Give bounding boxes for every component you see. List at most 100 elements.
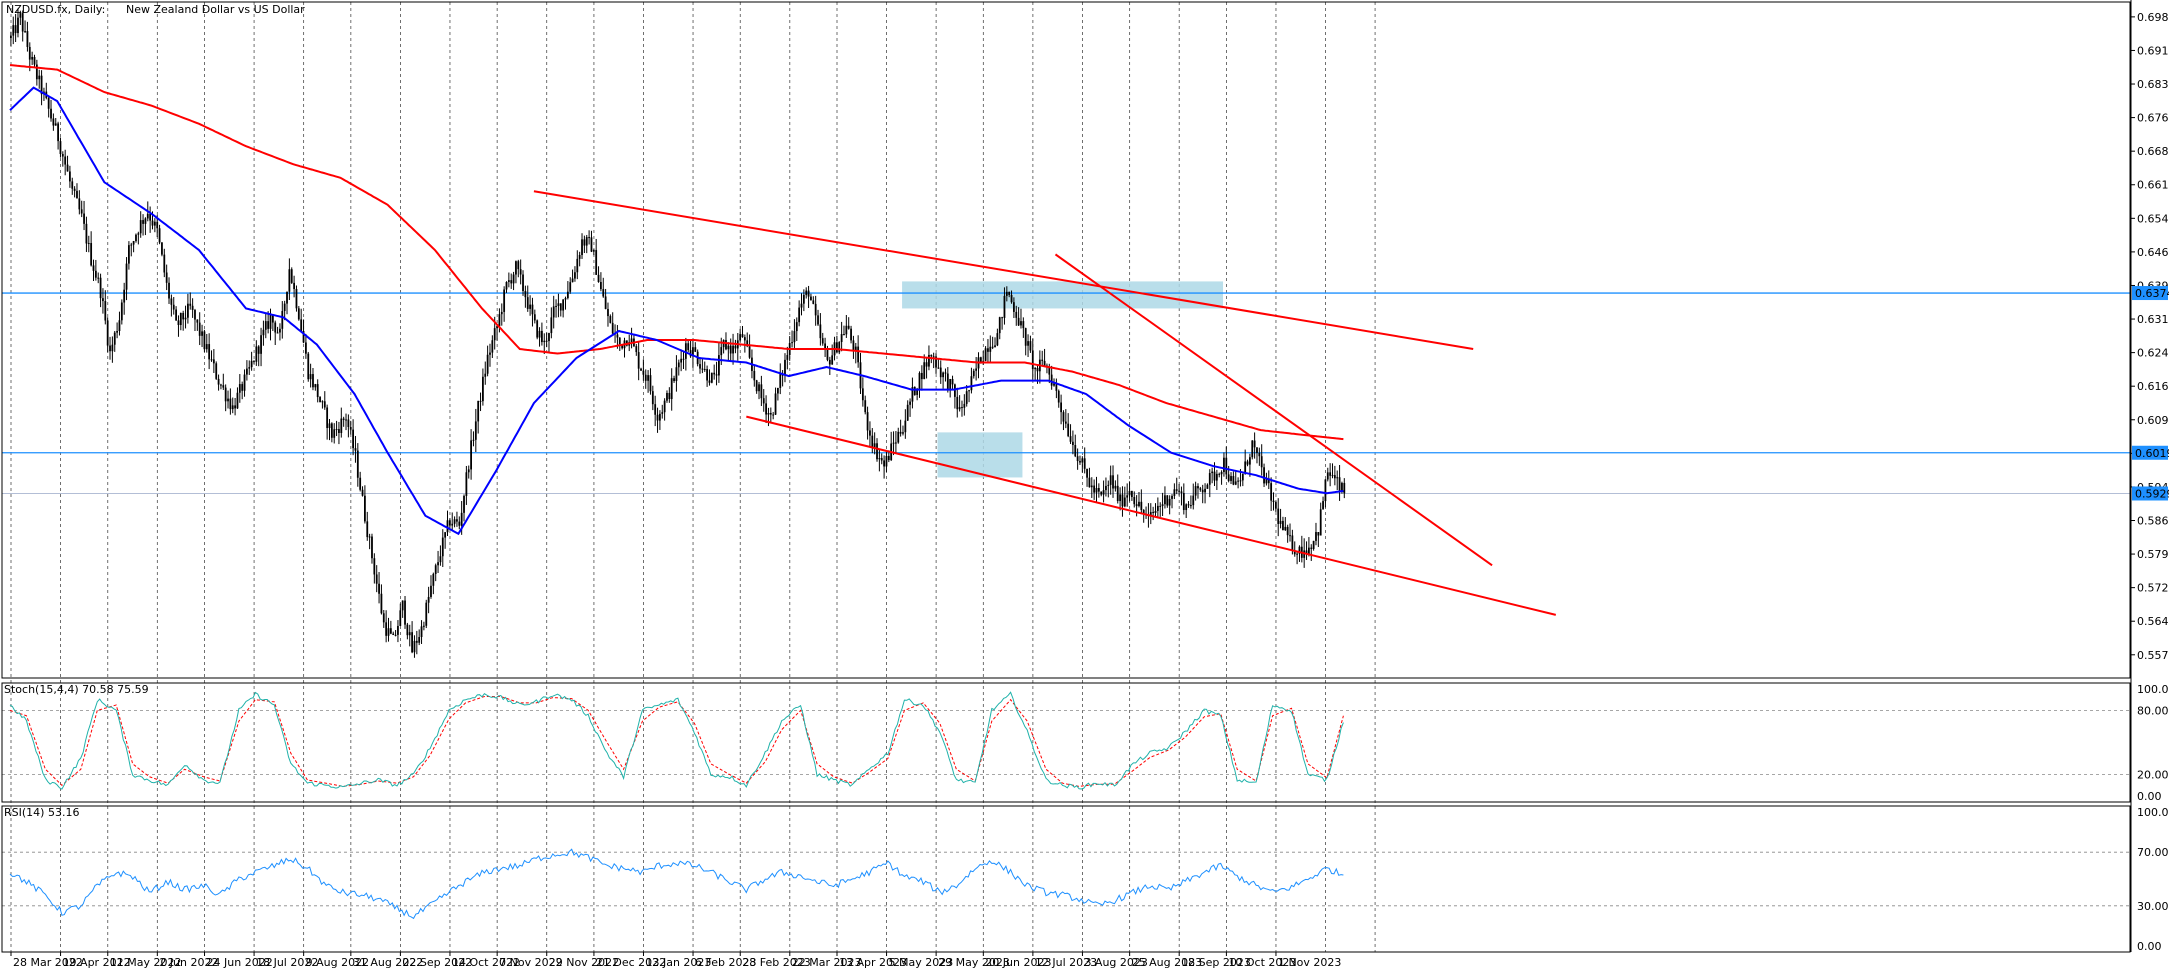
candle-body — [1142, 509, 1145, 515]
candle-body — [165, 272, 168, 283]
pane-border — [1, 805, 2131, 953]
candle-body — [533, 314, 536, 321]
candle-body — [838, 342, 841, 353]
candle-body — [281, 310, 284, 329]
candle-body — [531, 304, 534, 315]
candle-body — [576, 258, 579, 273]
candle-body — [106, 320, 109, 346]
candle-body — [904, 420, 907, 433]
candle-body — [212, 359, 215, 364]
candle-body — [899, 431, 902, 434]
price-pane[interactable] — [2, 8, 2130, 658]
candle-body — [319, 397, 321, 402]
time-tick-label: 18 Jul 2022 — [256, 956, 318, 969]
candle-body — [21, 13, 24, 32]
candle-body — [1154, 510, 1157, 513]
candle-body — [215, 363, 218, 379]
pane-frames — [1, 0, 2132, 953]
price-tag — [2132, 286, 2168, 301]
rsi-label: RSI(14) 53.16 — [4, 806, 79, 819]
time-tick-label: 22 Sep 2022 — [402, 956, 472, 969]
candle-body — [460, 512, 463, 526]
candle-body — [944, 372, 947, 374]
candle-body — [786, 355, 789, 360]
candle-body — [97, 277, 100, 279]
candle-body — [951, 379, 954, 385]
candle-body — [260, 335, 262, 354]
price-tick-label: 0.69125 — [2137, 44, 2169, 57]
stochastic-label: Stoch(15,4,4) 70.58 75.59 — [4, 683, 149, 696]
candle-body — [918, 372, 921, 390]
candle-body — [1024, 328, 1027, 346]
candle-body — [323, 401, 326, 408]
trendline[interactable] — [533, 190, 1474, 350]
candle-body — [847, 325, 850, 329]
trendline[interactable] — [746, 415, 1557, 616]
candle-body — [604, 296, 607, 309]
candle-body — [432, 573, 435, 586]
candle-body — [1246, 461, 1249, 465]
candle-body — [493, 328, 496, 341]
candle-body — [845, 325, 848, 335]
price-tag-label: 0.63742 — [2135, 287, 2169, 300]
price-tag — [2132, 486, 2168, 501]
candle-body — [666, 392, 668, 401]
candle-body — [17, 17, 19, 34]
candle-body — [897, 431, 900, 443]
candle-body — [972, 370, 975, 377]
candle-body — [611, 322, 614, 334]
price-tick-label: 0.64655 — [2137, 246, 2169, 259]
candle-body — [602, 289, 605, 297]
candle-body — [911, 386, 914, 402]
candle-body — [748, 346, 751, 358]
candle-body — [1249, 457, 1251, 465]
time-tick-label: 1 Nov 2023 — [1278, 956, 1341, 969]
candle-body — [144, 218, 147, 224]
time-tick-label: 20 Jun 2023 — [985, 956, 1051, 969]
candle-body — [644, 374, 647, 381]
candle-body — [592, 250, 595, 252]
candle-body — [758, 384, 760, 392]
candle-body — [1090, 485, 1093, 488]
trendline[interactable] — [1054, 253, 1493, 567]
candle-body — [1286, 526, 1289, 536]
candle-body — [663, 400, 666, 413]
candle-body — [902, 432, 904, 434]
candle-body — [1343, 482, 1346, 494]
candle-body — [760, 384, 763, 399]
candle-body — [238, 384, 241, 393]
candle-body — [399, 610, 402, 626]
candle-body — [1190, 505, 1192, 507]
candle-body — [1260, 456, 1263, 468]
candle-body — [1152, 511, 1155, 513]
candle-body — [120, 302, 123, 321]
price-tick-label: 0.57205 — [2137, 582, 2169, 595]
candle-body — [824, 343, 826, 350]
candle-body — [458, 521, 461, 526]
candle-body — [389, 628, 392, 634]
rsi-pane[interactable] — [2, 848, 2130, 920]
candle-body — [123, 289, 126, 303]
candle-body — [522, 274, 524, 291]
stochastic-pane[interactable] — [2, 691, 2130, 790]
candle-body — [373, 558, 376, 575]
candle-body — [465, 472, 468, 496]
candle-body — [356, 450, 359, 478]
candle-body — [979, 357, 982, 363]
candle-body — [80, 209, 83, 214]
candle-body — [330, 423, 333, 438]
candle-body — [182, 312, 185, 320]
candle-body — [26, 31, 29, 47]
candle-body — [852, 340, 855, 352]
candle-body — [12, 25, 15, 36]
candle-body — [496, 326, 498, 329]
candle-body — [1312, 540, 1315, 549]
candle-body — [550, 317, 553, 334]
candle-body — [1123, 497, 1126, 507]
candle-body — [328, 423, 331, 429]
candle-body — [588, 237, 590, 239]
candle-body — [130, 244, 133, 246]
price-axis[interactable]: 0.69870 0.69125 0.68380 0.67635 0.66890 0.661… — [2131, 11, 2169, 953]
